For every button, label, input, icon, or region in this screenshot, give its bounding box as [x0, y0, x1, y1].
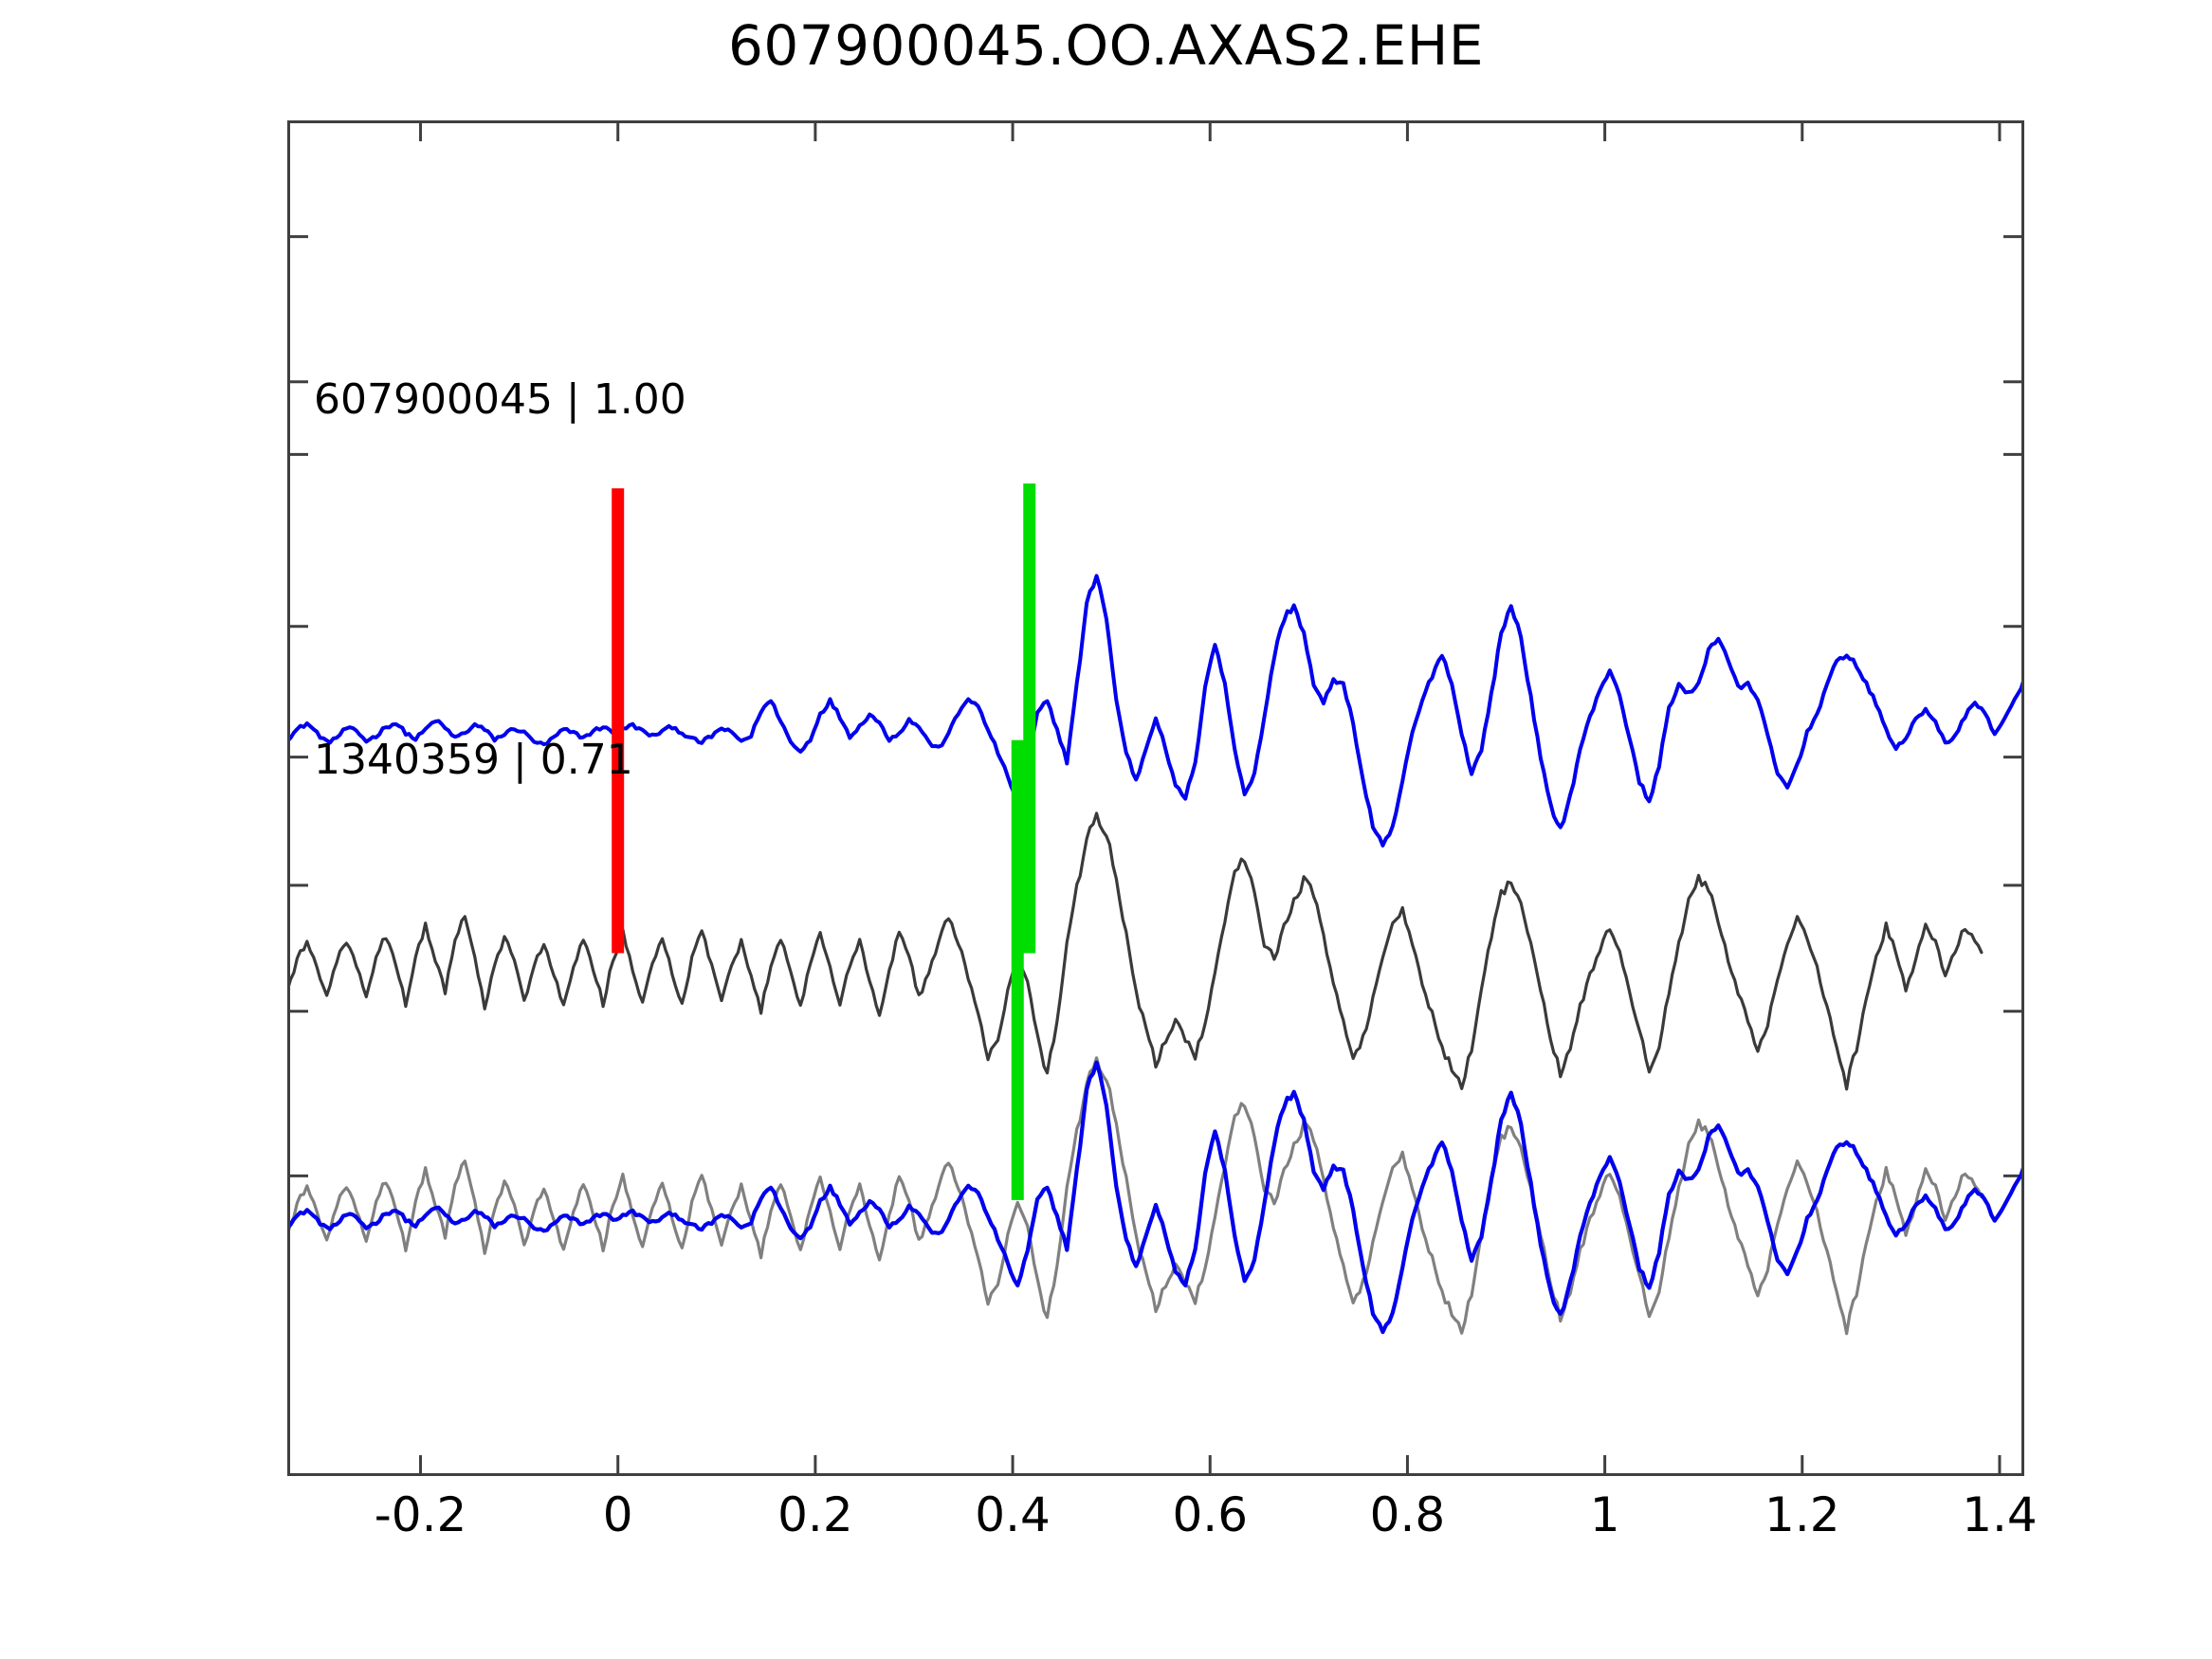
x-tick-label: 1	[1589, 1487, 1620, 1542]
pick-marker	[1023, 483, 1036, 954]
trace-overlay-detection	[287, 1056, 1983, 1336]
x-axis-tick-labels: -0.2 0 0.2 0.4 0.6 0.8 1 1.2 1.4	[287, 1487, 2038, 1574]
trace-label-detection: 1340359 | 0.71	[314, 736, 633, 784]
waveform-canvas	[287, 120, 2024, 1476]
origin-marker	[612, 488, 625, 954]
x-tick-label: 1.2	[1764, 1487, 1840, 1542]
x-tick-label: 1.4	[1962, 1487, 2038, 1542]
plot-area: 607900045 | 1.00 1340359 | 0.71	[287, 120, 2024, 1476]
trace-overlay-template	[287, 1060, 2024, 1335]
trace-detection	[287, 811, 1983, 1091]
page-title: 607900045.OO.AXAS2.EHE	[727, 13, 1485, 78]
trace-label-template: 607900045 | 1.00	[314, 375, 686, 424]
phase-markers-group	[612, 483, 1036, 1200]
x-tick-label: 0.8	[1369, 1487, 1446, 1542]
x-tick-label: 0.6	[1172, 1487, 1249, 1542]
x-tick-label: 0.2	[777, 1487, 853, 1542]
waveform-traces-group	[287, 574, 2024, 1336]
trace-template	[287, 574, 2024, 848]
pick-marker	[1011, 739, 1024, 1200]
axes-frame	[287, 120, 2024, 1476]
x-tick-label: 0	[602, 1487, 633, 1542]
axis-ticks-group	[287, 120, 2024, 1476]
x-tick-label: -0.2	[374, 1487, 467, 1542]
x-tick-label: 0.4	[975, 1487, 1051, 1542]
